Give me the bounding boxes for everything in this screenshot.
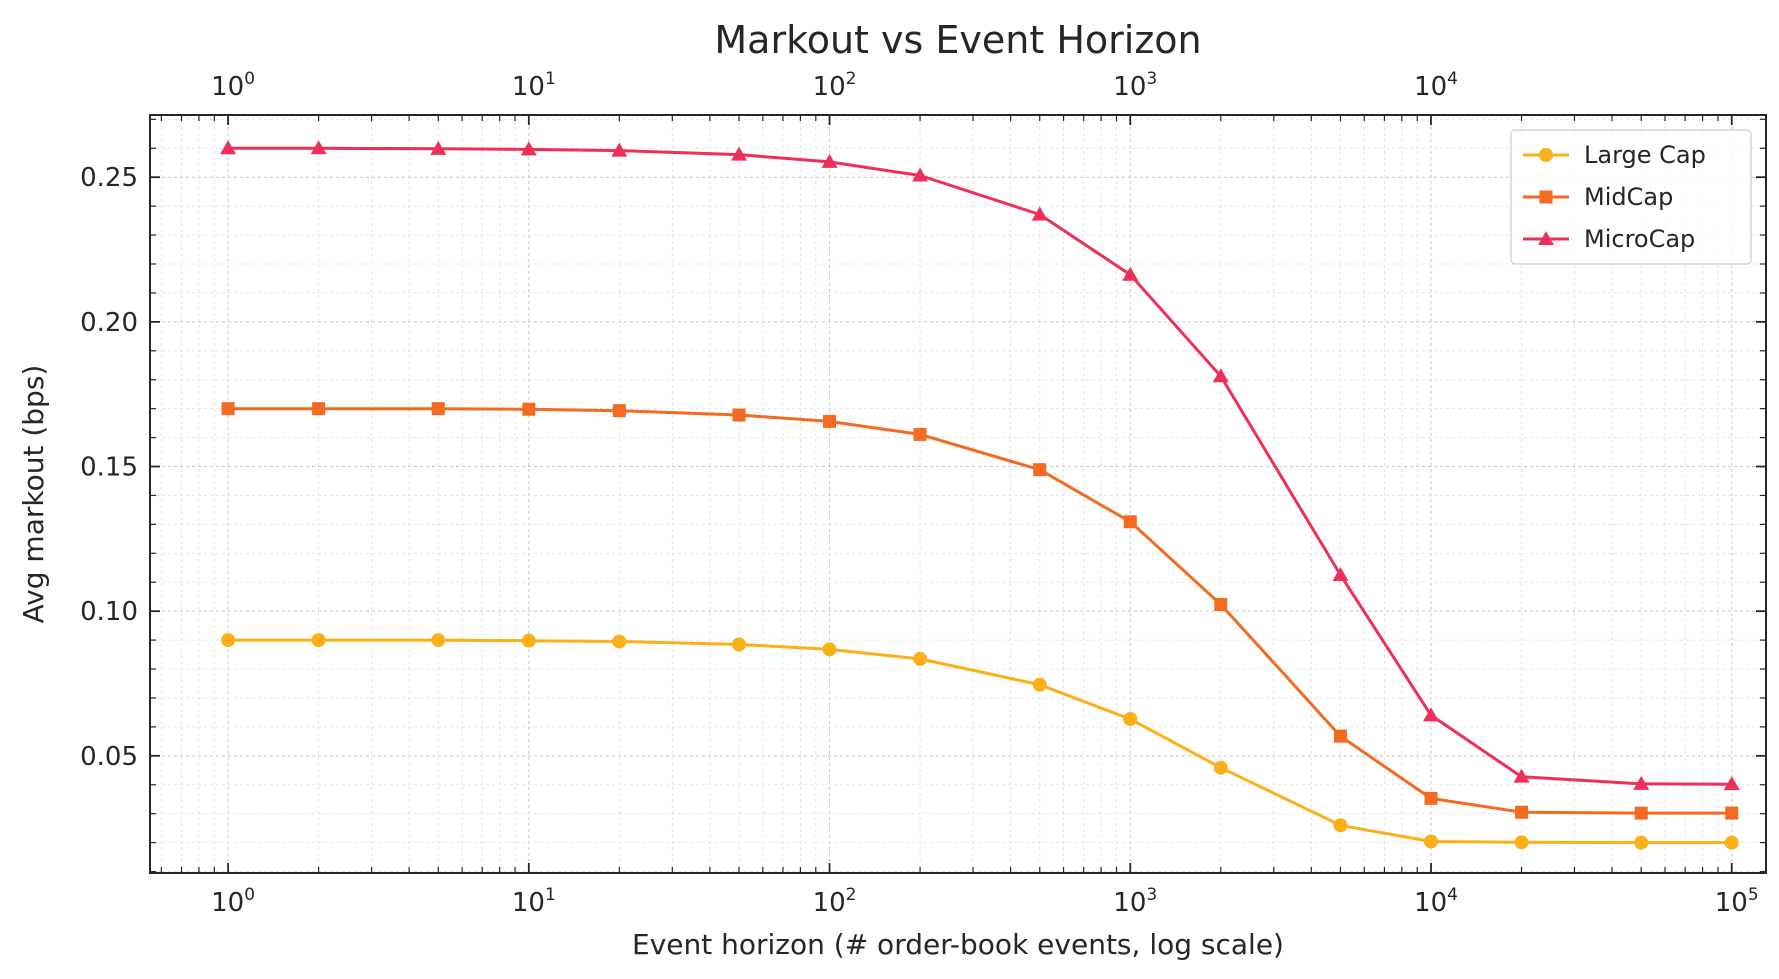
data-point [431,402,445,416]
data-point [1634,835,1649,850]
data-point [1634,806,1648,820]
data-point [430,140,447,155]
data-point [522,402,536,416]
legend-label: MicroCap [1584,225,1695,253]
y-tick-label: 0.05 [80,742,138,772]
plot-area [149,114,1767,874]
data-point [1424,834,1439,849]
data-point [1122,266,1139,281]
data-point [220,140,237,155]
data-point [1513,768,1530,783]
legend-marker [1539,190,1553,204]
data-point [1724,835,1739,850]
series [220,140,1740,850]
x-tick-label: 105 [1715,885,1759,918]
top-x-tick-label: 101 [512,69,556,102]
data-point [221,633,236,648]
data-point [1333,818,1348,833]
axis-ticks: 100 101 102 103 104 105 100 101 102 103 104 0.05 0.1… [80,69,1766,918]
y-tick-label: 0.25 [80,163,138,193]
series-line [228,407,1732,815]
series-group [220,140,1740,791]
x-axis-title: Event horizon (# order-book events, log … [632,928,1284,961]
data-point [520,141,537,156]
x-tick-label: 102 [813,885,857,918]
series-group [221,633,1739,850]
data-point [1214,598,1228,612]
legend-marker [1539,148,1553,162]
data-point [221,402,235,416]
data-point [1515,805,1529,819]
data-point [913,651,928,666]
legend-label: Large Cap [1584,141,1706,169]
data-point [521,633,536,648]
legend-marker [1538,231,1554,245]
x-tick-label: 104 [1414,885,1458,918]
data-point [1424,791,1438,805]
data-point [312,402,326,416]
data-point [821,153,838,168]
legend-item: MicroCap [1523,225,1695,253]
x-tick-label: 103 [1113,885,1157,918]
data-point [1633,775,1650,790]
series-line [228,146,1732,786]
y-tick-label: 0.10 [80,597,138,627]
legend-item: MidCap [1523,183,1673,211]
data-point [1723,776,1740,791]
data-point [732,637,747,652]
data-point [732,408,746,422]
chart-title: Markout vs Event Horizon [714,18,1201,62]
data-point [1332,567,1349,582]
data-point [822,642,837,657]
legend-box [1510,129,1752,265]
data-point [1514,835,1529,850]
data-point [1212,368,1229,383]
data-point [1213,760,1228,775]
x-tick-label: 100 [211,885,255,918]
y-axis-title: Avg markout (bps) [17,365,50,624]
data-point [731,146,748,161]
series-group [221,402,1739,820]
data-point [1423,707,1440,722]
data-point [311,633,326,648]
series-line [228,638,1732,845]
data-point [612,404,626,418]
y-tick-label: 0.20 [80,308,138,338]
data-point [1725,806,1739,820]
top-x-tick-label: 103 [1113,69,1157,102]
data-point [1033,463,1047,477]
data-point [612,634,627,649]
data-point [823,414,837,428]
data-point [310,140,327,155]
top-x-tick-label: 104 [1414,69,1458,102]
data-point [1123,712,1138,727]
top-x-tick-label: 102 [813,69,857,102]
data-point [1123,515,1137,529]
legend-label: MidCap [1584,183,1673,211]
data-point [611,142,628,157]
data-point [1032,677,1047,692]
data-point [431,633,446,648]
y-tick-label: 0.15 [80,453,138,483]
top-x-tick-label: 100 [211,69,255,102]
legend-item: Large Cap [1523,141,1706,169]
legend: Large Cap MidCap MicroCap [1510,129,1752,265]
data-point [1333,729,1347,743]
data-point [913,427,927,441]
x-tick-label: 101 [512,885,556,918]
data-point [1031,206,1048,221]
data-point [912,167,929,182]
